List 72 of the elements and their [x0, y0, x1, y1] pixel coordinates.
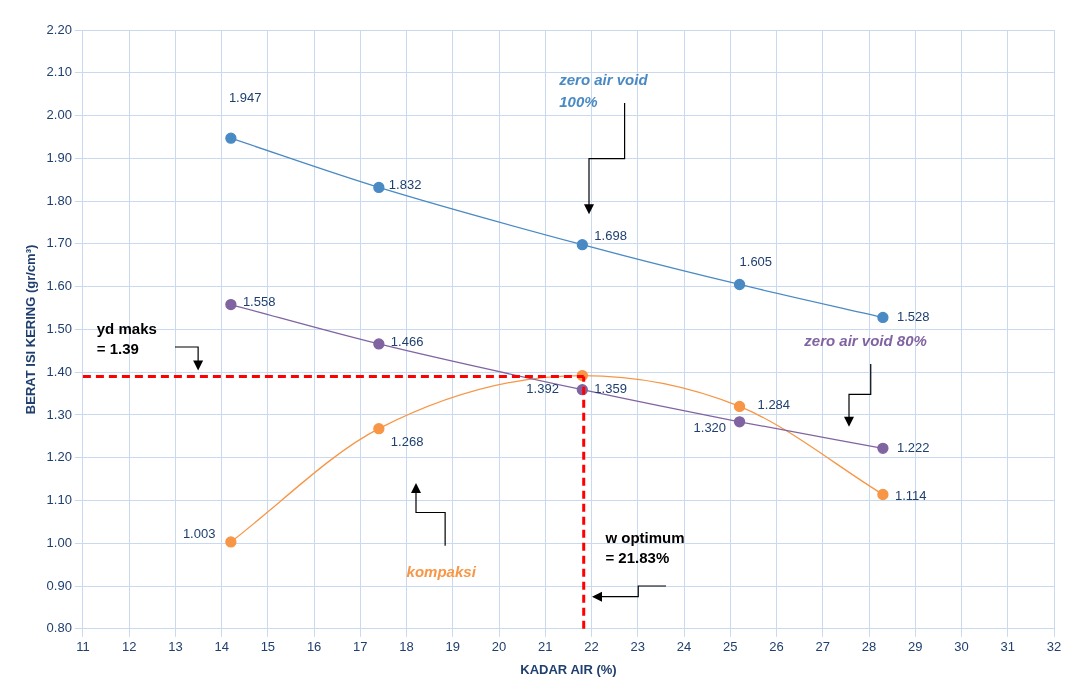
x-tick-label: 21: [538, 639, 553, 655]
x-tick-label: 26: [769, 639, 784, 655]
text: zero air void 100%: [558, 71, 649, 111]
x-tick-label: 28: [861, 639, 877, 655]
data-label: 1.832: [388, 176, 422, 192]
data-label: 1.698: [594, 228, 627, 244]
x-tick-label: 29: [908, 639, 923, 655]
x-tick-label: 24: [676, 639, 692, 655]
y-tick-label: 2.00: [46, 107, 72, 123]
data-label: 1.284: [757, 397, 791, 413]
point: [733, 278, 746, 291]
y-tick-label: 0.80: [46, 620, 72, 636]
x-tick-label: 31: [1000, 639, 1015, 655]
y-tick-label: 1.90: [46, 149, 72, 165]
data-label: 1.528: [896, 309, 930, 324]
data-label: 1.222: [896, 439, 930, 455]
x-tick-label: 13: [168, 639, 183, 655]
x-tick-label: 25: [723, 639, 738, 655]
x-tick-label: 20: [491, 639, 507, 655]
x-tick-label: 23: [630, 639, 646, 655]
point: [225, 298, 237, 311]
y-tick-label: 0.90: [46, 577, 72, 593]
point: [373, 181, 385, 194]
point: [877, 442, 889, 454]
data-label: 1.947: [228, 89, 262, 105]
ref-line-label: w optimum = 21.83%: [604, 529, 685, 567]
data-label: 1.268: [390, 434, 424, 450]
data-label: 1.359: [594, 381, 627, 397]
text: zero air void 80%: [803, 332, 927, 350]
data-label: 1.003: [182, 525, 216, 541]
x-axis-title: KADAR AIR (%): [520, 661, 617, 677]
x-tick-label: 16: [306, 639, 322, 655]
point: [225, 536, 237, 548]
data-label: 1.320: [693, 419, 727, 435]
y-tick-label: 1.30: [46, 406, 72, 422]
x-tick-label: 22: [584, 639, 599, 655]
point: [373, 422, 385, 435]
y-tick-label: 1.10: [46, 492, 72, 508]
point: [373, 338, 385, 350]
point: [877, 488, 889, 501]
y-tick-label: 1.00: [46, 534, 72, 550]
y-tick-label: 1.70: [46, 235, 72, 251]
x-tick-label: 18: [399, 639, 414, 655]
y-tick-label: 1.40: [46, 363, 72, 379]
data-label: 1.558: [242, 294, 276, 310]
x-tick-label: 14: [214, 639, 229, 655]
point: [733, 416, 746, 428]
x-tick-label: 12: [121, 639, 137, 655]
data-label: 1.605: [739, 254, 773, 270]
x-tick-label: 30: [954, 639, 969, 655]
x-tick-label: 17: [353, 639, 368, 655]
text: kompaksi: [406, 563, 477, 581]
y-tick-label: 1.50: [46, 320, 72, 336]
data-label: 1.114: [894, 488, 927, 504]
point: [576, 239, 588, 251]
ref-line-label: yd maks = 1.39: [96, 319, 157, 357]
x-tick-label: 11: [76, 639, 90, 655]
point: [225, 132, 237, 144]
x-tick-label: 32: [1046, 639, 1062, 655]
data-label: 1.466: [390, 333, 424, 349]
x-tick-label: 27: [815, 639, 831, 655]
x-tick-label: 15: [260, 639, 276, 655]
y-tick-label: 2.20: [46, 21, 72, 37]
point: [733, 400, 746, 413]
data-label: 1.392: [526, 381, 559, 397]
y-tick-label: 1.20: [46, 449, 72, 465]
y-axis-title: BERAT ISI KERING (gr/cm³): [23, 244, 39, 415]
point: [877, 311, 889, 324]
y-tick-label: 2.10: [46, 64, 72, 80]
y-tick-label: 1.60: [46, 278, 72, 294]
y-tick-label: 1.80: [46, 192, 72, 208]
x-tick-label: 19: [445, 639, 461, 655]
